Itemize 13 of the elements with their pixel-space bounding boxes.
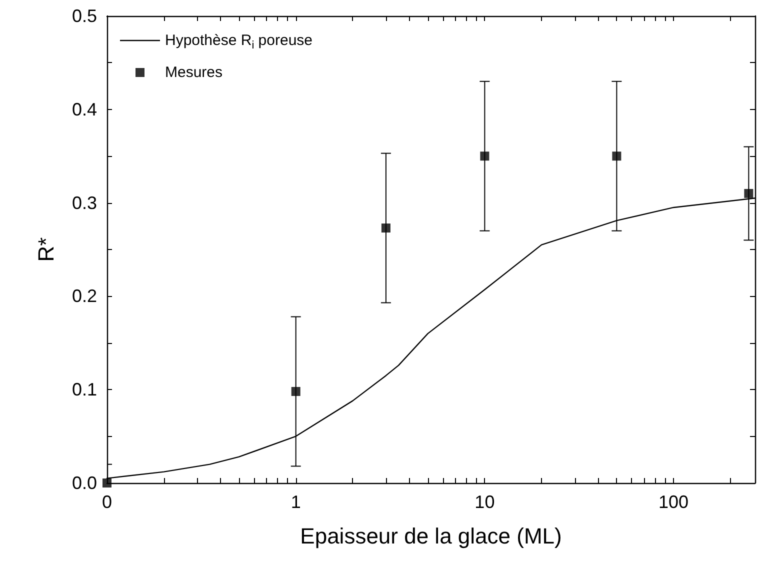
y-axis-title: R* [34,236,58,262]
y-tick-label: 0.4 [72,99,97,120]
legend-label: Mesures [165,64,223,81]
x-tick-label: 10 [474,492,495,512]
y-tick-label: 0.2 [72,286,97,306]
x-axis-title: Epaisseur de la glace (ML) [300,524,562,548]
y-tick-label: 0.5 [72,6,97,26]
x-tick-label: 0 [102,492,112,512]
x-tick-label: 1 [290,492,301,512]
y-tick-label: 0.1 [72,380,97,400]
y-tick-label: 0.3 [72,192,97,213]
x-tick-label: 100 [658,492,689,512]
y-tick-label: 0.0 [72,473,97,493]
